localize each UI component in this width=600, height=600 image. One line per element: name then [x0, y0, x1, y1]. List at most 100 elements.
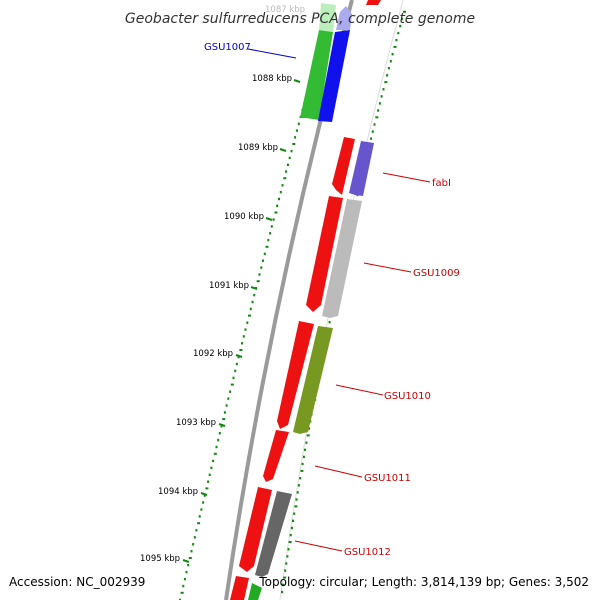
ruler-tick-inner	[274, 211, 278, 214]
ruler-tick-inner	[294, 136, 297, 139]
gene-gsu1007-blue[interactable]	[318, 30, 350, 122]
ruler-tick-inner	[295, 129, 298, 132]
ruler-tick-outer	[299, 477, 302, 480]
ruler-tick-inner	[234, 369, 237, 373]
ruler-tick-outer	[300, 469, 304, 472]
ruler-label-1093: 1093 kbp	[176, 418, 216, 428]
ruler-tick-inner	[192, 543, 195, 546]
ruler-tick-inner	[269, 232, 272, 235]
ruler-tick-inner	[205, 487, 209, 490]
ruler-tick-outer	[306, 434, 310, 437]
ruler-tick-inner	[278, 197, 280, 201]
ruler-tick-inner	[187, 563, 190, 567]
leader-gsu1009	[363, 262, 412, 273]
accession-text: Accession: NC_002939	[9, 575, 145, 589]
gene-label-gsu1011[interactable]: GSU1011	[364, 473, 411, 484]
ruler-tick-outer	[382, 88, 385, 91]
ruler-tick-outer	[373, 123, 376, 126]
ruler-tick-inner	[272, 218, 275, 221]
ruler-tick-outer	[370, 137, 373, 140]
ruler-tick-inner	[200, 508, 203, 511]
ruler-tick-inner	[246, 321, 249, 324]
gene-gsu1010-olive[interactable]	[293, 326, 333, 434]
gene-top-lavender[interactable]	[336, 6, 352, 30]
leader-fabI	[382, 172, 431, 183]
ruler-tick-inner	[190, 550, 193, 553]
ruler-tick-outer	[295, 498, 298, 501]
gene-cds-0[interactable]	[366, 0, 381, 5]
ruler-tick-inner	[197, 522, 201, 525]
gene-cds-gsu1012-red[interactable]	[239, 487, 272, 572]
gene-gsu1012-gray-dark[interactable]	[255, 491, 292, 577]
gene-cds-bottom-red[interactable]	[230, 576, 249, 600]
ruler-tick-outer	[297, 484, 300, 487]
ruler-tick-inner	[210, 466, 213, 469]
gene-gsu1007-green-light[interactable]	[319, 3, 336, 32]
ruler-tick-inner	[281, 184, 284, 187]
ruler-tick-outer	[288, 541, 292, 543]
gene-cds-gsu1010-red[interactable]	[277, 321, 314, 429]
ruler-tick-inner	[188, 557, 192, 559]
ruler-tick-outer	[375, 116, 379, 119]
ruler-tick-outer	[294, 505, 298, 508]
ruler-tick-outer	[401, 17, 404, 21]
ruler-tick-inner	[203, 494, 206, 497]
ruler-tick-inner	[212, 459, 215, 463]
ruler-tick-inner	[260, 266, 263, 269]
ruler-label-1088: 1088 kbp	[252, 74, 292, 84]
ruler-tick-inner	[182, 584, 185, 588]
ruler-tick-outer	[283, 576, 287, 579]
gene-label-gsu1007[interactable]: GSU1007	[204, 42, 251, 53]
ruler-tick-outer	[371, 130, 374, 133]
ruler-tick-outer	[290, 526, 293, 530]
ruler-tick-outer	[377, 109, 380, 112]
gene-cds-gsu1011-red[interactable]	[263, 430, 289, 482]
gene-fabI-purple[interactable]	[349, 141, 374, 196]
ruler-tick-inner	[198, 515, 201, 518]
ruler-tick-inner	[267, 238, 270, 242]
ruler-tick-inner	[235, 362, 238, 366]
ruler-tick-inner	[220, 425, 223, 428]
ruler-label-1090: 1090 kbp	[224, 212, 264, 222]
ruler-tick-inner	[208, 473, 211, 476]
ruler-tick-inner	[180, 591, 184, 594]
gene-label-gsu1010[interactable]: GSU1010	[384, 391, 431, 402]
ruler-tick-inner	[258, 273, 261, 276]
ruler-tick-outer	[302, 455, 305, 459]
ruler-label-ticks	[182, 79, 301, 563]
ruler-tick-inner	[251, 300, 254, 304]
ruler-tick-outer	[305, 441, 308, 444]
ruler-tick-outer	[328, 321, 331, 324]
ruler-tick-inner	[263, 252, 266, 256]
ruler-tick-inner	[185, 570, 188, 574]
ruler-tick-inner	[218, 432, 221, 435]
gene-gsu1007-green[interactable]	[300, 30, 333, 120]
gene-bottom-green[interactable]	[248, 583, 262, 600]
ruler-tick-inner	[222, 418, 226, 421]
ruler-tick-outer	[397, 31, 400, 35]
ruler-tick-inner	[229, 390, 232, 393]
ruler-tick-inner	[288, 156, 291, 160]
ruler-tick-outer	[284, 569, 287, 572]
ruler-tick-inner	[279, 190, 282, 194]
ruler-tick-outer	[387, 67, 390, 70]
gene-gsu1009-gray[interactable]	[322, 199, 362, 318]
ruler-tick-inner	[249, 307, 252, 311]
gene-label-fabI[interactable]: fabI	[432, 178, 451, 189]
gene-cds-gsu1009-red[interactable]	[306, 196, 343, 312]
ruler-tick-inner	[253, 293, 256, 297]
ruler-tick-inner	[179, 598, 181, 600]
ruler-label-1094: 1094 kbp	[158, 487, 198, 497]
gene-label-gsu1012[interactable]: GSU1012	[344, 547, 391, 558]
gene-cds-fabI-red[interactable]	[332, 137, 355, 195]
ruler-tick-inner	[227, 397, 230, 400]
gene-label-gsu1009[interactable]: GSU1009	[413, 268, 460, 279]
ruler-tick-inner	[225, 404, 228, 407]
ruler-tick-inner	[193, 536, 196, 539]
leader-gsu1007	[247, 48, 297, 59]
ruler-tick-inner	[285, 170, 288, 173]
ruler-tick-outer	[308, 427, 310, 430]
ruler-tick-outer	[403, 10, 406, 13]
ruler-tick-inner	[290, 149, 293, 153]
